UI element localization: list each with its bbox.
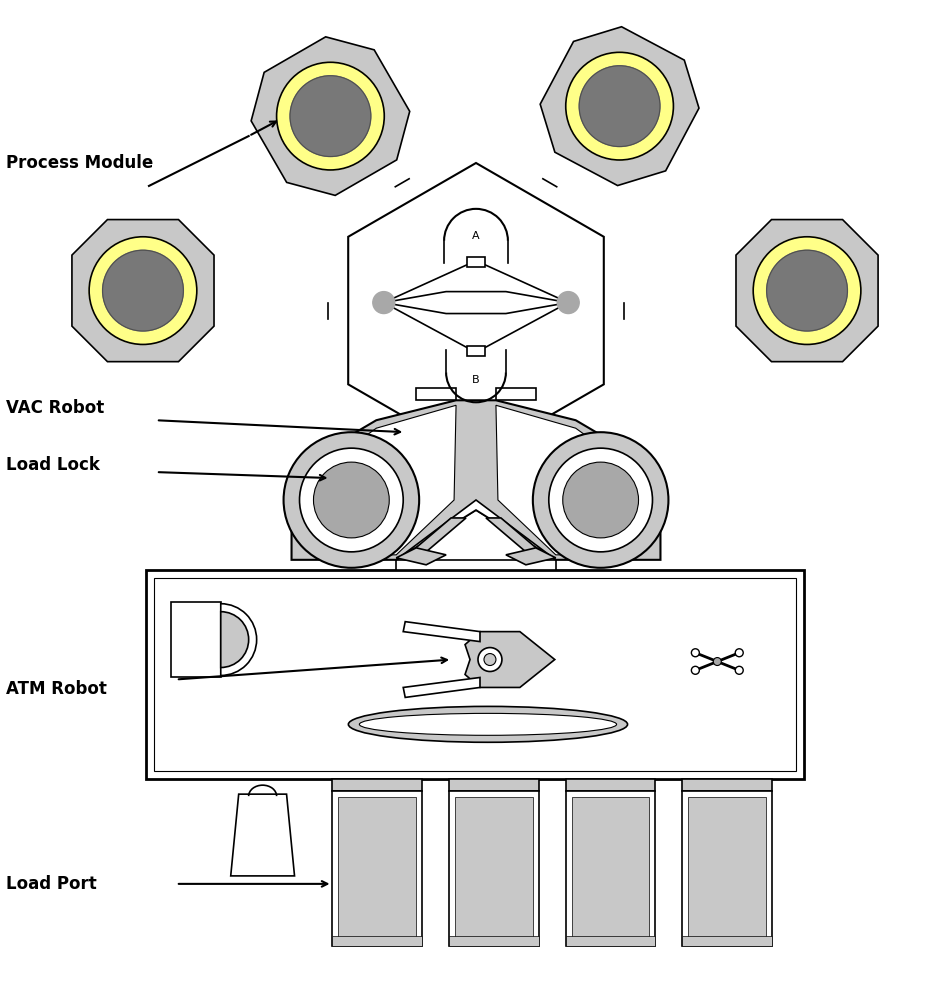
Circle shape: [752, 237, 860, 344]
Bar: [448, 791, 538, 946]
Polygon shape: [384, 292, 567, 314]
Circle shape: [557, 292, 579, 314]
Circle shape: [284, 432, 419, 568]
Polygon shape: [495, 388, 535, 400]
Polygon shape: [251, 37, 409, 195]
Circle shape: [103, 250, 183, 331]
Polygon shape: [403, 677, 480, 697]
Circle shape: [690, 666, 699, 674]
Polygon shape: [403, 622, 480, 642]
Polygon shape: [465, 632, 554, 687]
Text: Load Lock: Load Lock: [7, 456, 100, 474]
Ellipse shape: [359, 713, 616, 735]
Polygon shape: [311, 405, 456, 555]
Polygon shape: [291, 400, 660, 560]
Bar: [565, 779, 655, 791]
Text: ATM Robot: ATM Robot: [7, 680, 108, 698]
Bar: [682, 791, 771, 946]
Bar: [332, 791, 422, 946]
Circle shape: [765, 250, 846, 331]
Circle shape: [563, 462, 638, 538]
Bar: [682, 936, 771, 946]
Wedge shape: [221, 604, 256, 675]
Bar: [448, 936, 538, 946]
Text: Load Port: Load Port: [7, 875, 97, 893]
Polygon shape: [71, 220, 214, 362]
Circle shape: [484, 654, 495, 666]
Bar: [565, 791, 655, 946]
Bar: [154, 578, 795, 771]
Ellipse shape: [348, 706, 627, 742]
Polygon shape: [230, 794, 294, 876]
Circle shape: [735, 649, 743, 657]
Polygon shape: [410, 518, 466, 552]
Circle shape: [565, 52, 673, 160]
Bar: [332, 936, 422, 946]
Text: Process Module: Process Module: [7, 154, 153, 172]
Bar: [687, 797, 765, 940]
Circle shape: [276, 62, 384, 170]
Circle shape: [579, 66, 660, 147]
Circle shape: [89, 237, 197, 344]
Text: A: A: [471, 231, 479, 241]
Circle shape: [372, 292, 394, 314]
Bar: [455, 797, 532, 940]
Polygon shape: [396, 500, 555, 560]
Polygon shape: [540, 27, 698, 186]
Polygon shape: [347, 163, 604, 458]
Circle shape: [299, 448, 403, 552]
Bar: [170, 602, 221, 677]
Polygon shape: [495, 405, 640, 555]
Polygon shape: [506, 548, 555, 565]
Polygon shape: [735, 220, 877, 362]
Bar: [466, 257, 485, 267]
Circle shape: [548, 448, 652, 552]
Bar: [338, 797, 416, 940]
Polygon shape: [396, 560, 555, 570]
Bar: [448, 779, 538, 791]
Circle shape: [690, 649, 699, 657]
Polygon shape: [486, 518, 540, 552]
Bar: [146, 570, 803, 779]
Polygon shape: [416, 388, 456, 400]
Circle shape: [313, 462, 388, 538]
Bar: [332, 779, 422, 791]
Circle shape: [289, 76, 370, 157]
Bar: [466, 346, 485, 356]
Polygon shape: [396, 548, 446, 565]
Circle shape: [712, 658, 721, 666]
Bar: [571, 797, 649, 940]
Bar: [565, 936, 655, 946]
Text: B: B: [471, 375, 479, 385]
Wedge shape: [221, 612, 248, 668]
Text: VAC Robot: VAC Robot: [7, 399, 105, 417]
Circle shape: [532, 432, 667, 568]
Circle shape: [478, 648, 502, 671]
Bar: [682, 779, 771, 791]
Circle shape: [735, 666, 743, 674]
